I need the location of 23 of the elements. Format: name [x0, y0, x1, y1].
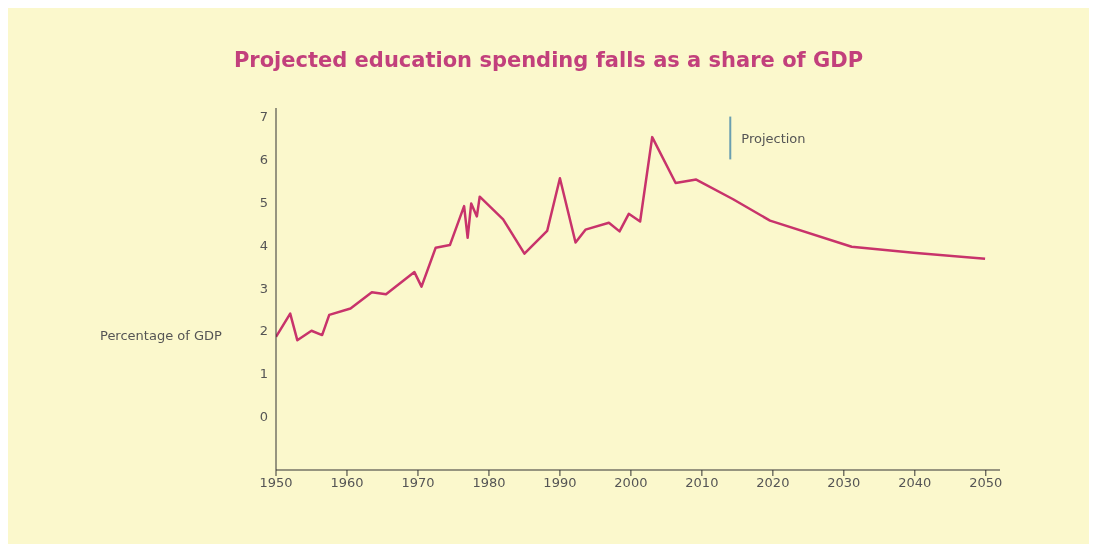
x-tick-label: 1950	[259, 475, 293, 491]
y-axis-title: Percentage of GDP	[100, 328, 222, 343]
x-tick-label: 1990	[543, 475, 577, 491]
x-tick-label: 2050	[969, 475, 1003, 491]
x-tick-label: 1970	[401, 475, 435, 491]
y-tick-label: 7	[259, 109, 268, 125]
line-series	[276, 135, 987, 342]
y-tick-label: 5	[259, 194, 268, 210]
y-tick-label: 1	[259, 366, 268, 382]
y-tick-label: 2	[259, 323, 268, 339]
x-tick-label: 2040	[898, 475, 932, 491]
x-tick-label: 2020	[756, 475, 790, 491]
x-tick-label: 2010	[685, 475, 719, 491]
x-tick-label: 2030	[827, 475, 861, 491]
ref-line-label: Projection	[741, 130, 806, 146]
x-tick-label: 2000	[614, 475, 648, 491]
y-tick-label: 6	[259, 152, 268, 168]
y-tick-label: 3	[259, 280, 268, 296]
x-tick-label: 1980	[472, 475, 506, 491]
chart-title: Projected education spending falls as a share of GDP	[232, 48, 865, 72]
x-tick-label: 1960	[330, 475, 364, 491]
y-tick-label: 0	[259, 409, 268, 425]
y-tick-label: 4	[259, 237, 268, 253]
